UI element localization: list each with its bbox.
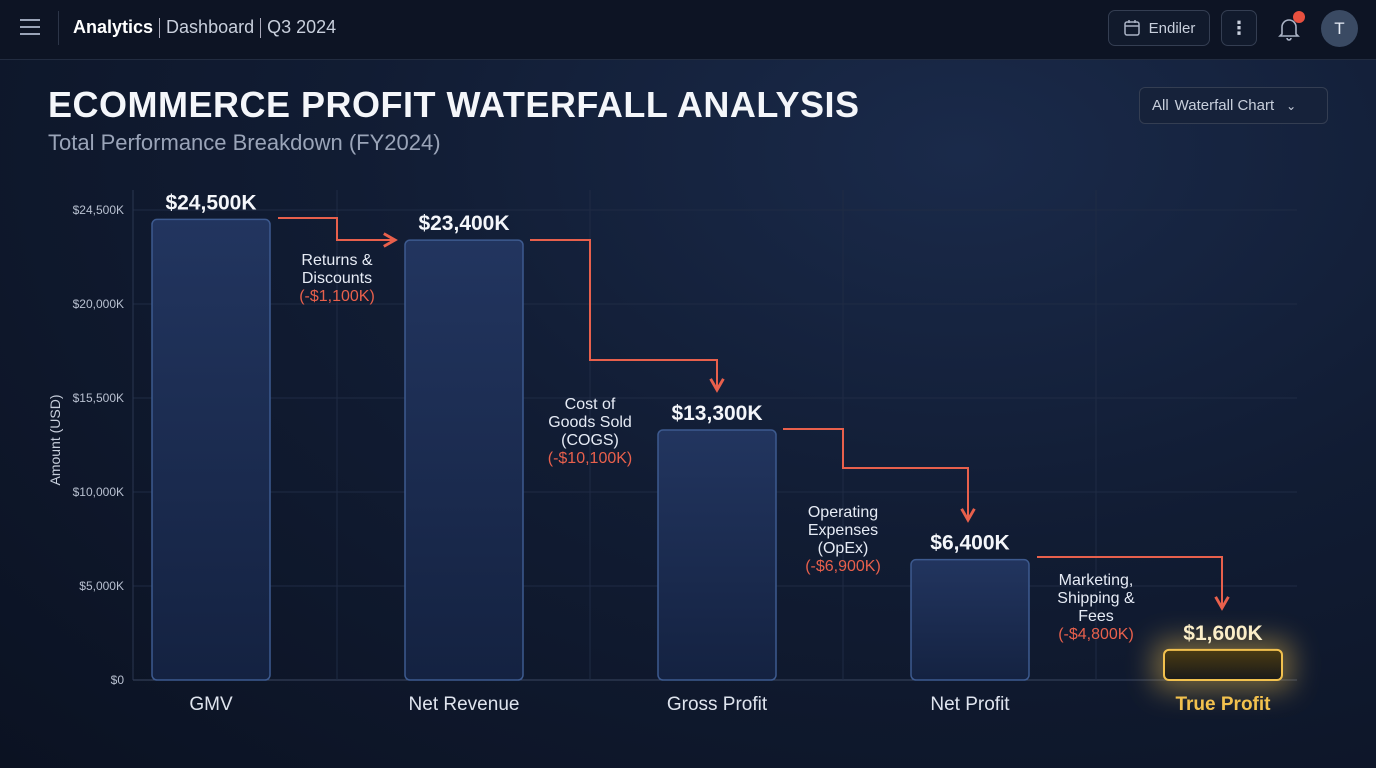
step-arrow: [1037, 556, 1230, 611]
top-bar: Analytics Dashboard Q3 2024 Endiler ⋮ T: [0, 0, 1376, 60]
y-tick-label: $15,500K: [73, 391, 124, 405]
bar-net-revenue: [404, 239, 524, 681]
step-arrow: [530, 239, 725, 393]
breadcrumb-analytics[interactable]: Analytics: [73, 17, 154, 37]
view-select-prefix: All: [1152, 97, 1169, 114]
breadcrumb: Analytics Dashboard Q3 2024: [73, 17, 336, 38]
step-delta: (-$10,100K): [547, 450, 633, 467]
bar-gross-profit: [657, 429, 777, 681]
calendar-button[interactable]: Endiler: [1108, 10, 1210, 46]
x-tick-label: Gross Profit: [667, 694, 768, 715]
step-name: Discounts: [301, 270, 373, 287]
step-name: (COGS): [561, 432, 619, 449]
step-delta: (-$6,900K): [805, 558, 881, 575]
bar-gmv: [151, 218, 271, 681]
step-label: Operating Expenses (OpEx) (-$6,900K): [805, 504, 881, 576]
more-options-icon[interactable]: ⋮: [1221, 10, 1257, 46]
breadcrumb-dashboard[interactable]: Dashboard: [166, 17, 255, 37]
step-name: Returns &: [301, 252, 373, 269]
calendar-button-label: Endiler: [1148, 19, 1196, 37]
calendar-icon: [1123, 20, 1140, 36]
page-subtitle: Total Performance Breakdown (FY2024): [48, 130, 441, 155]
bell-icon[interactable]: [1276, 16, 1302, 42]
step-name: Cost of: [564, 396, 616, 413]
page-title: ECOMMERCE PROFIT WATERFALL ANALYSIS: [48, 84, 860, 125]
hamburger-menu-icon[interactable]: [20, 19, 40, 37]
view-select-value: Waterfall Chart: [1174, 97, 1275, 114]
step-arrow: [278, 217, 398, 248]
notification-dot: [1293, 11, 1305, 23]
y-tick-label: $5,000K: [79, 579, 124, 593]
x-tick-label: Net Revenue: [409, 694, 520, 715]
step-name: (OpEx): [817, 540, 869, 557]
bar-true-profit: [1163, 648, 1283, 681]
step-name: Fees: [1078, 608, 1114, 625]
chevron-down-icon: ⌄: [1286, 98, 1297, 113]
step-name: Expenses: [807, 522, 879, 539]
x-tick-label: True Profit: [1175, 694, 1271, 715]
bar-value-label: $24,500K: [165, 191, 256, 214]
y-tick-label: $20,000K: [73, 297, 124, 311]
bar-value-label: $23,400K: [418, 212, 509, 235]
step-delta: (-$1,100K): [299, 288, 375, 305]
breadcrumb-period[interactable]: Q3 2024: [267, 17, 337, 37]
step-label: Marketing, Shipping & Fees (-$4,800K): [1057, 572, 1134, 644]
bar-net-profit: [910, 558, 1030, 681]
divider: [58, 11, 59, 45]
bar-value-label: $6,400K: [930, 532, 1009, 555]
step-arrow: [783, 428, 976, 523]
y-axis-label: Amount (USD): [47, 394, 63, 485]
step-name: Marketing,: [1058, 572, 1134, 589]
step-name: Operating: [807, 504, 879, 521]
step-label: Returns & Discounts (-$1,100K): [299, 252, 375, 306]
avatar[interactable]: T: [1321, 10, 1358, 47]
step-name: Goods Sold: [548, 414, 632, 431]
y-tick-label: $0: [111, 673, 125, 687]
y-tick-label: $10,000K: [73, 485, 124, 499]
bar-value-label: $13,300K: [671, 402, 762, 425]
x-tick-label: Net Profit: [930, 694, 1010, 715]
step-name: Shipping &: [1057, 590, 1135, 607]
step-label: Cost of Goods Sold (COGS) (-$10,100K): [548, 396, 633, 468]
view-select[interactable]: All Waterfall Chart ⌄: [1139, 87, 1328, 124]
step-delta: (-$4,800K): [1058, 626, 1134, 643]
x-tick-label: GMV: [189, 694, 233, 715]
bar-value-label: $1,600K: [1183, 622, 1262, 645]
y-tick-label: $24,500K: [73, 203, 124, 217]
